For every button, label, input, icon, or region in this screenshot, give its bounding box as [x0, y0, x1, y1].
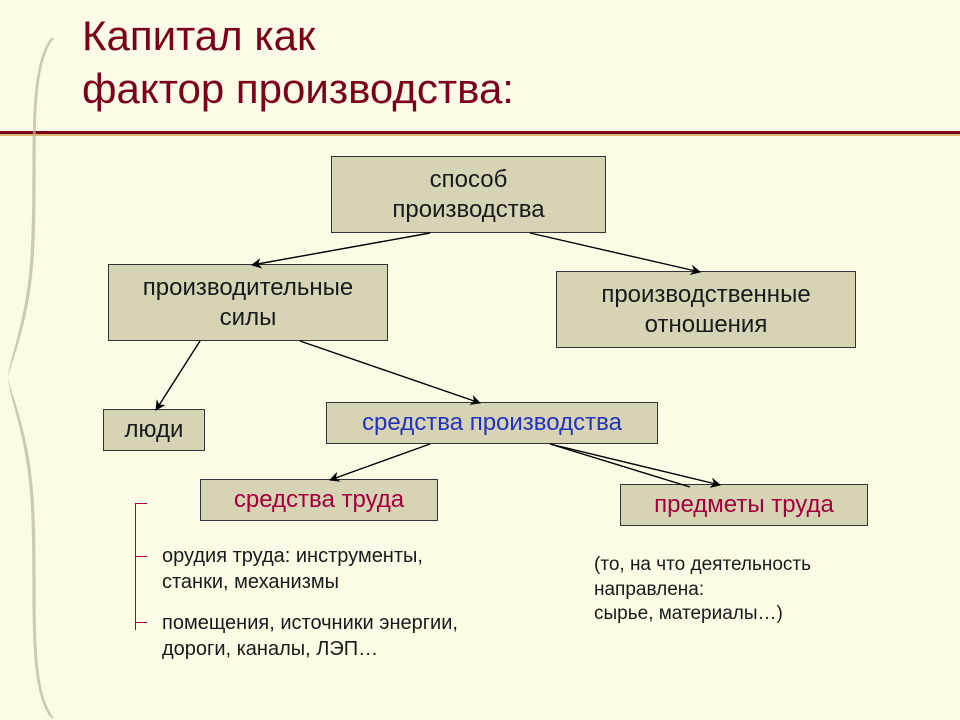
node-means-of-production: средства производства [326, 402, 658, 444]
page-title: Капитал как фактор производства: [82, 10, 514, 115]
node-mode-of-production: способ производства [331, 156, 606, 233]
left-brace-decoration [8, 38, 54, 720]
bracket-tick-1 [135, 556, 147, 557]
note-tools-list-1: орудия труда: инструменты, станки, механ… [162, 543, 423, 595]
note-tools-list-2: помещения, источники энергии, дороги, ка… [162, 610, 458, 662]
node-objects-of-labour: предметы труда [620, 484, 868, 526]
node-means-of-labour: средства труда [200, 479, 438, 521]
title-underline-light [0, 134, 960, 136]
tools-list-bracket [135, 503, 136, 630]
note-objects-paren: (то, на что деятельность направлена: сыр… [594, 553, 811, 627]
title-line-1: Капитал как [82, 12, 315, 59]
node-productive-forces: производительные силы [108, 264, 388, 341]
node-people: люди [103, 409, 205, 451]
title-line-2: фактор производства: [82, 65, 514, 112]
bracket-tick-2 [135, 622, 147, 623]
node-production-relations: производственные отношения [556, 271, 856, 348]
